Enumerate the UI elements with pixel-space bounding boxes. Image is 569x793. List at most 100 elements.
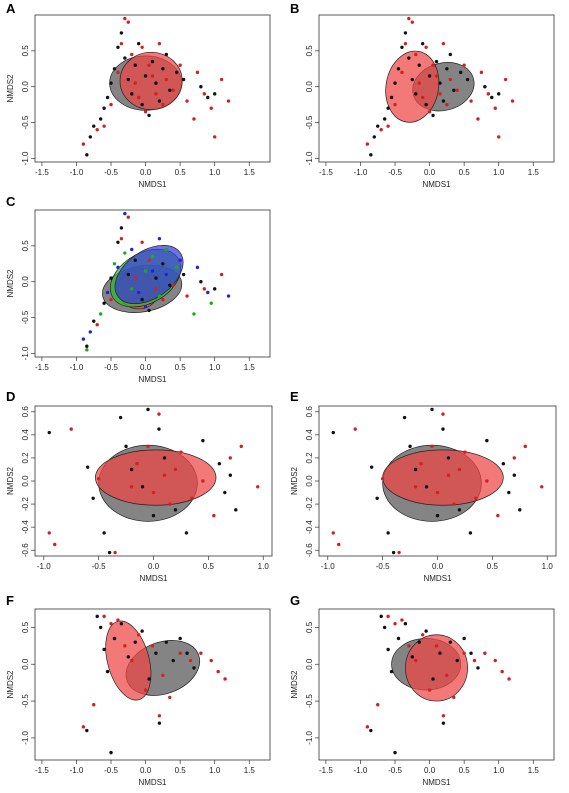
- data-point: [223, 490, 227, 495]
- x-tick-label: 0.0: [148, 562, 160, 571]
- x-tick-label: 1.5: [244, 363, 256, 372]
- y-tick-label: 0.5: [305, 45, 314, 57]
- y-tick-label: -1.0: [21, 151, 30, 165]
- x-tick-label: -1.0: [354, 766, 368, 775]
- x-tick-label: 0.5: [487, 562, 499, 571]
- x-tick-label: 0.5: [175, 766, 187, 775]
- data-point: [85, 465, 90, 469]
- x-axis-label: NMDS1: [139, 574, 168, 583]
- data-point: [391, 550, 396, 555]
- y-tick-label: 0.4: [21, 429, 30, 441]
- y-tick-label: 0.0: [305, 658, 314, 670]
- data-point: [140, 629, 144, 633]
- data-point: [161, 262, 165, 266]
- data-point: [140, 240, 144, 244]
- data-point: [445, 673, 449, 677]
- panel-label: G: [290, 593, 300, 608]
- data-point: [463, 450, 467, 454]
- data-point: [483, 85, 487, 89]
- data-point: [164, 640, 169, 644]
- data-point: [462, 636, 466, 641]
- data-point: [102, 106, 106, 110]
- x-tick-label: -1.0: [354, 168, 368, 177]
- y-axis-label: NMDS2: [290, 670, 299, 699]
- y-tick-label: 0.0: [21, 475, 30, 487]
- data-point: [91, 496, 95, 501]
- data-point: [133, 81, 137, 85]
- data-point: [438, 651, 442, 655]
- data-point: [151, 513, 156, 518]
- data-point: [476, 117, 480, 121]
- data-point: [523, 444, 527, 449]
- data-point: [185, 651, 189, 655]
- y-tick-label: -1.0: [21, 346, 30, 360]
- data-point: [151, 490, 156, 495]
- data-point: [102, 647, 106, 652]
- data-point: [376, 703, 380, 707]
- data-point: [417, 63, 421, 67]
- data-point: [123, 251, 127, 255]
- data-point: [213, 287, 217, 291]
- data-point: [136, 41, 141, 46]
- data-point: [116, 70, 120, 75]
- data-point: [407, 56, 411, 60]
- data-point: [85, 153, 89, 157]
- data-point: [206, 290, 210, 295]
- data-point: [256, 485, 260, 489]
- data-point: [393, 102, 397, 107]
- y-tick-label: 0.4: [305, 429, 314, 441]
- data-point: [441, 721, 446, 725]
- plot-area: [81, 211, 231, 352]
- data-point: [95, 128, 99, 132]
- data-point: [402, 415, 407, 420]
- data-point: [427, 688, 432, 692]
- x-axis-label: NMDS1: [138, 778, 167, 787]
- data-point: [112, 262, 117, 266]
- data-point: [133, 276, 137, 280]
- data-point: [179, 450, 183, 454]
- x-tick-label: -1.0: [70, 168, 84, 177]
- x-tick-label: 1.0: [209, 363, 221, 372]
- x-tick-label: 1.0: [493, 766, 505, 775]
- data-point: [98, 117, 103, 121]
- data-point: [438, 81, 442, 85]
- data-point: [161, 673, 165, 677]
- data-point: [407, 16, 411, 21]
- data-point: [154, 287, 158, 291]
- data-point: [140, 297, 144, 302]
- data-point: [124, 444, 128, 449]
- data-point: [171, 658, 175, 663]
- data-point: [389, 95, 394, 100]
- data-point: [389, 669, 394, 674]
- x-tick-label: -1.0: [321, 562, 335, 571]
- data-point: [485, 479, 489, 483]
- panel-c: C -1.5 -1.0 -0.5 0.0 0.5 1.0 1.5 -1.0 -0.5 0.0 0.5 N…: [6, 194, 271, 384]
- data-point: [458, 70, 463, 75]
- data-point: [85, 348, 89, 352]
- x-tick-label: 0.0: [424, 168, 436, 177]
- plot-area: [365, 614, 511, 755]
- data-point: [457, 508, 462, 512]
- data-point: [112, 67, 117, 71]
- data-point: [379, 614, 383, 619]
- data-point: [192, 117, 196, 121]
- data-point: [448, 52, 453, 57]
- data-point: [369, 465, 374, 469]
- x-tick-label: 0.5: [459, 766, 471, 775]
- data-point: [448, 77, 453, 82]
- data-point: [130, 92, 134, 96]
- data-point: [445, 67, 449, 71]
- data-point: [375, 496, 379, 501]
- panel-label: E: [290, 389, 299, 404]
- data-point: [123, 16, 127, 21]
- plot-area: [47, 407, 260, 555]
- data-point: [490, 95, 494, 100]
- data-point: [47, 531, 51, 535]
- data-point: [92, 124, 96, 128]
- panel-label: C: [6, 194, 16, 209]
- data-point: [434, 74, 439, 78]
- data-point: [216, 669, 220, 674]
- data-point: [462, 651, 466, 655]
- data-point: [407, 644, 411, 648]
- data-point: [448, 640, 453, 644]
